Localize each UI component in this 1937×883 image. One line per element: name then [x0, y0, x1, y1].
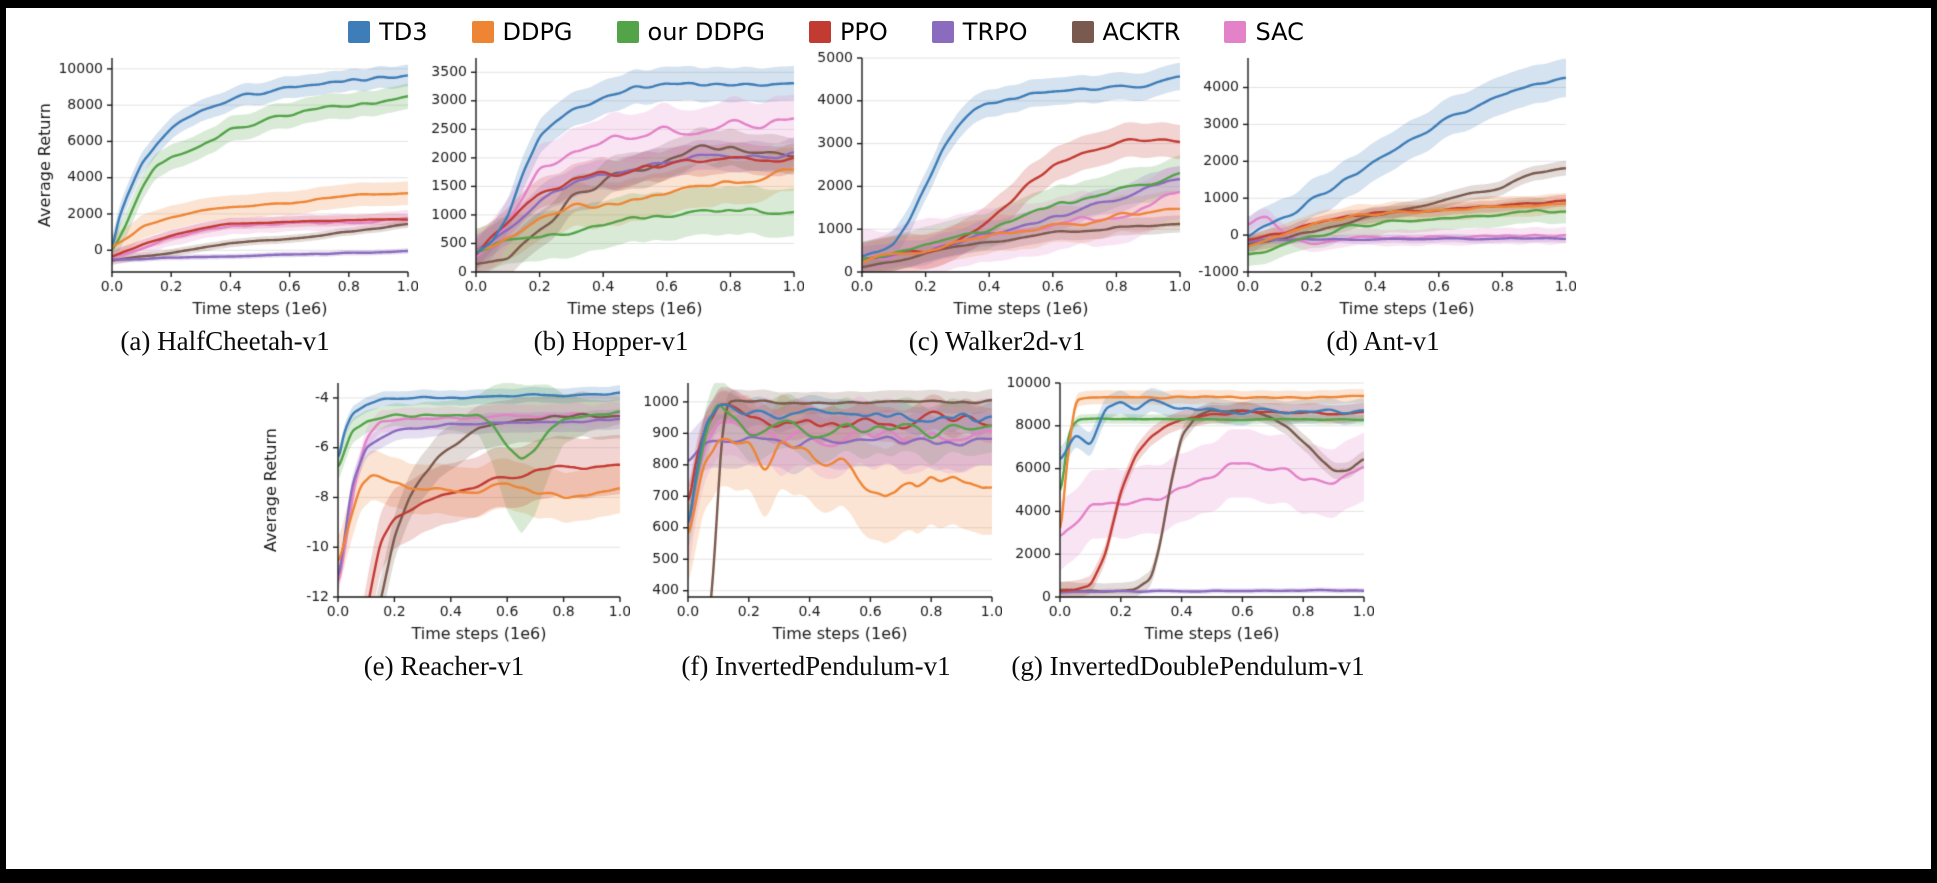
chart-block-halfcheetah: (a) HalfCheetah-v1	[32, 48, 418, 357]
legend-swatch-td3	[348, 21, 371, 43]
chart-caption-inverteddoublependulum: (g) InvertedDoublePendulum-v1	[1011, 651, 1365, 681]
legend-item-trpo: TRPO	[931, 18, 1028, 46]
legend-swatch-ddpg	[471, 21, 494, 43]
legend-swatch-our-ddpg	[616, 21, 639, 43]
legend-swatch-trpo	[931, 21, 954, 43]
legend-label-trpo: TRPO	[962, 18, 1028, 46]
chart-block-walker2d: (c) Walker2d-v1	[804, 48, 1190, 357]
chart-block-invertedpendulum: (f) InvertedPendulum-v1	[630, 373, 1002, 682]
legend-label-td3: TD3	[379, 18, 428, 46]
chart-caption-reacher: (e) Reacher-v1	[363, 651, 525, 681]
subplot-row-1: (a) HalfCheetah-v1 (b) Hopper-v1 (c) Wal…	[6, 48, 1931, 357]
chart-block-ant: (d) Ant-v1	[1190, 48, 1576, 357]
legend-item-td3: TD3	[348, 18, 428, 46]
chart-caption-invertedpendulum: (f) InvertedPendulum-v1	[681, 651, 951, 681]
legend-swatch-ppo	[808, 21, 831, 43]
legend-label-acktr: ACKTR	[1102, 18, 1181, 46]
legend-label-our-ddpg: our DDPG	[647, 18, 765, 46]
legend-label-sac: SAC	[1255, 18, 1304, 46]
chart-caption-ant: (d) Ant-v1	[1326, 326, 1440, 356]
chart-canvas-walker2d	[804, 48, 1190, 320]
legend-item-our-ddpg: our DDPG	[616, 18, 765, 46]
chart-caption-walker2d: (c) Walker2d-v1	[908, 326, 1086, 356]
figure-legend: TD3 DDPG our DDPG PPO TRPO ACKTR SAC	[46, 8, 1606, 46]
legend-item-ppo: PPO	[808, 18, 888, 46]
chart-block-hopper: (b) Hopper-v1	[418, 48, 804, 357]
subplot-row-2: (e) Reacher-v1 (f) InvertedPendulum-v1 (…	[258, 373, 1931, 682]
chart-block-inverteddoublependulum: (g) InvertedDoublePendulum-v1	[1002, 373, 1374, 682]
legend-item-acktr: ACKTR	[1071, 18, 1181, 46]
legend-swatch-sac	[1224, 21, 1247, 43]
chart-canvas-invertedpendulum	[630, 373, 1002, 645]
legend-swatch-acktr	[1071, 21, 1094, 43]
chart-block-reacher: (e) Reacher-v1	[258, 373, 630, 682]
chart-canvas-reacher	[258, 373, 630, 645]
legend-label-ppo: PPO	[839, 18, 888, 46]
chart-caption-hopper: (b) Hopper-v1	[533, 326, 689, 356]
chart-canvas-hopper	[418, 48, 804, 320]
chart-canvas-halfcheetah	[32, 48, 418, 320]
chart-caption-halfcheetah: (a) HalfCheetah-v1	[120, 326, 330, 356]
legend-label-ddpg: DDPG	[502, 18, 573, 46]
chart-canvas-inverteddoublependulum	[1002, 373, 1374, 645]
chart-canvas-ant	[1190, 48, 1576, 320]
legend-item-sac: SAC	[1224, 18, 1304, 46]
legend-item-ddpg: DDPG	[471, 18, 573, 46]
